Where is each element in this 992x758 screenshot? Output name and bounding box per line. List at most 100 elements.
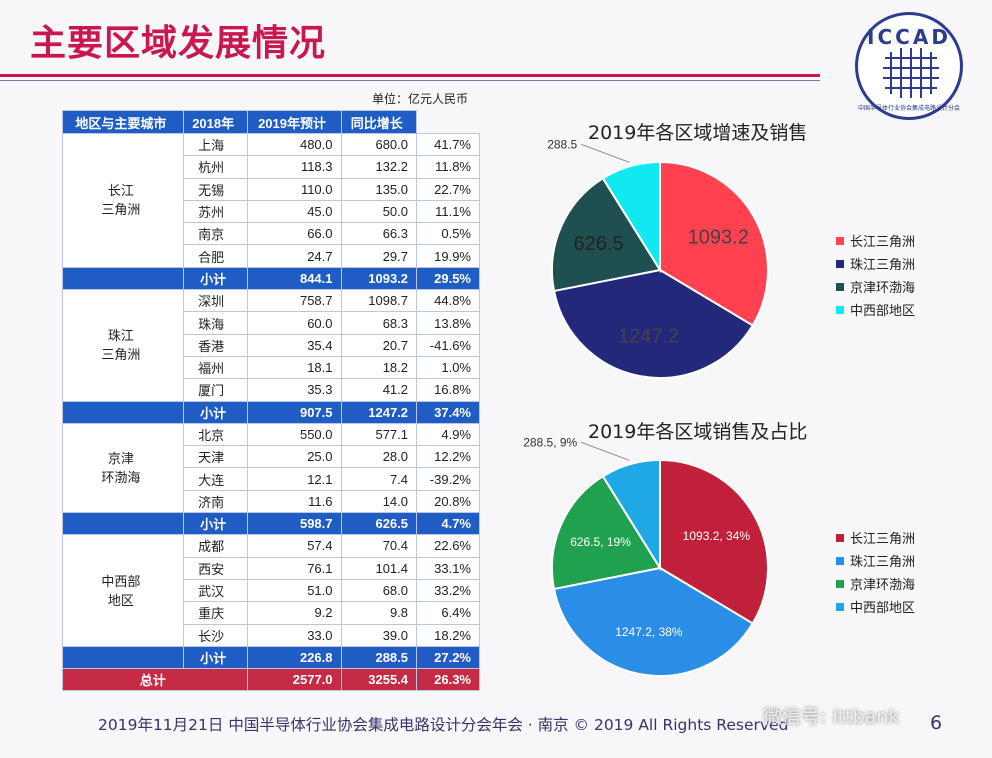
- subtotal-row: 小计 598.7 626.5 4.7%: [62, 512, 480, 536]
- legend-swatch: [836, 579, 844, 588]
- subtotal-blank-cell: [62, 645, 184, 670]
- value-cell: 11.1%: [416, 199, 480, 224]
- city-cell: 杭州: [182, 155, 248, 179]
- pie-slice-2: [552, 268, 755, 379]
- table-row: 厦门 35.3 41.2 16.8%: [63, 378, 480, 402]
- value-cell: 28.0: [340, 445, 418, 469]
- page-number: 6: [930, 712, 943, 734]
- table-row: 天津 25.0 28.0 12.2%: [63, 445, 480, 469]
- city-cell: 济南: [182, 489, 248, 514]
- subtotal-label: 小计: [182, 266, 248, 291]
- pie-data-label: 288.5: [547, 137, 577, 151]
- value-cell: 29.7: [340, 244, 418, 268]
- legend-swatch: [836, 602, 844, 611]
- city-cell: 成都: [182, 534, 248, 558]
- city-cell: 西安: [182, 556, 248, 580]
- footer-text: 2019年11月21日 中国半导体行业协会集成电路设计分会年会 · 南京 © 2…: [98, 716, 789, 734]
- city-cell: 深圳: [182, 289, 248, 313]
- value-cell: 70.4: [340, 534, 418, 558]
- legend-swatch: [836, 259, 844, 268]
- subtotal-blank-cell: [62, 512, 184, 536]
- pie-data-label: 1093.2: [688, 227, 749, 249]
- value-cell: 758.7: [246, 289, 342, 313]
- page-title: 主要区域发展情况: [30, 23, 327, 64]
- pie-data-label: 1247.2: [618, 326, 679, 348]
- value-cell: 7.4: [340, 467, 418, 491]
- value-cell: 22.6%: [416, 534, 480, 558]
- value-cell: 35.3: [246, 378, 342, 402]
- subtotal-blank-cell: [62, 266, 184, 291]
- logo-subtext: 中国半导体行业协会集成电路设计分会: [858, 105, 961, 112]
- value-cell: 132.2: [340, 155, 418, 179]
- value-cell: 50.0: [340, 199, 418, 224]
- subtotal-blank-cell: [62, 400, 184, 424]
- value-cell: 66.0: [246, 222, 342, 246]
- logo-text: ICCAD: [867, 25, 951, 49]
- region-name-cell: 珠江 三角洲: [62, 289, 184, 402]
- table-row: 珠海 60.0 68.3 13.8%: [63, 311, 480, 335]
- city-cell: 合肥: [182, 244, 248, 268]
- value-cell: 51.0: [246, 578, 342, 603]
- table-header-row: 地区与主要城市 2018年 2019年预计 同比增长: [62, 110, 480, 134]
- chart1-title: 2019年各区域增速及销售: [588, 122, 808, 144]
- table-row: 杭州 118.3 132.2 11.8%: [63, 155, 480, 179]
- value-cell: 1.0%: [416, 355, 480, 380]
- value-cell: 13.8%: [416, 311, 480, 335]
- table-row: 大连 12.1 7.4 -39.2%: [63, 467, 480, 491]
- subtotal-row: 小计 844.1 1093.2 29.5%: [62, 266, 480, 291]
- region-name-cell: 中西部 地区: [62, 534, 184, 647]
- subtotal-value: 288.5: [340, 645, 418, 670]
- pie-slice-1: [659, 458, 769, 625]
- logo-grid-icon: [883, 48, 939, 98]
- value-cell: 18.2%: [416, 623, 480, 647]
- value-cell: 12.1: [246, 467, 342, 491]
- city-cell: 长沙: [182, 623, 248, 647]
- value-cell: 44.8%: [416, 289, 480, 313]
- region-name-cell: 长江 三角洲: [62, 133, 184, 268]
- subtotal-label: 小计: [182, 645, 248, 670]
- value-cell: 110.0: [246, 177, 342, 201]
- value-cell: 76.1: [246, 556, 342, 580]
- leader-line: [581, 441, 630, 461]
- total-row: 总计 2577.0 3255.4 26.3%: [62, 668, 480, 692]
- city-cell: 武汉: [182, 578, 248, 603]
- city-cell: 无锡: [182, 177, 248, 201]
- subtotal-value: 626.5: [340, 512, 418, 536]
- legend-label: 长江三角洲: [850, 532, 916, 547]
- subtotal-value: 907.5: [246, 400, 342, 424]
- chart2-title: 2019年各区域销售及占比: [588, 421, 808, 443]
- region-name-cell: 京津 环渤海: [62, 422, 184, 514]
- table-row: 武汉 51.0 68.0 33.2%: [63, 578, 480, 603]
- legend-item: 长江三角洲: [836, 229, 915, 252]
- total-label: 总计: [62, 668, 248, 692]
- city-cell: 上海: [182, 132, 248, 157]
- table-row: 长沙 33.0 39.0 18.2%: [63, 623, 480, 647]
- value-cell: 68.0: [340, 578, 418, 603]
- subtotal-value: 37.4%: [416, 400, 480, 424]
- value-cell: 118.3: [246, 155, 342, 179]
- city-cell: 珠海: [182, 311, 248, 335]
- pie-slice-4: [601, 160, 661, 274]
- subtotal-label: 小计: [182, 400, 248, 424]
- table-row: 长江 三角洲 上海 480.0 680.0 41.7%: [62, 132, 480, 268]
- legend-item: 中西部地区: [836, 298, 915, 321]
- subtotal-value: 29.5%: [416, 266, 480, 291]
- total-value: 26.3%: [416, 668, 480, 692]
- pie-slice-4: [601, 458, 661, 572]
- value-cell: 18.1: [246, 355, 342, 380]
- legend-swatch: [836, 556, 844, 565]
- city-cell: 大连: [182, 467, 248, 491]
- table-row: 中西部 地区 成都 57.4 70.4 22.6%: [62, 534, 480, 647]
- value-cell: 41.2: [340, 378, 418, 402]
- legend-label: 京津环渤海: [850, 578, 916, 593]
- header-2018: 2018年: [182, 110, 248, 134]
- table-row: 西安 76.1 101.4 33.1%: [63, 556, 480, 580]
- pie-data-label: 288.5, 9%: [523, 435, 577, 449]
- value-cell: 4.9%: [416, 422, 480, 447]
- value-cell: 0.5%: [416, 222, 480, 246]
- city-cell: 香港: [182, 333, 248, 357]
- header-2019: 2019年预计: [246, 110, 342, 134]
- value-cell: 577.1: [340, 422, 418, 447]
- table-row: 珠江 三角洲 深圳 758.7 1098.7 44.8%: [62, 289, 480, 402]
- unit-label: 单位：亿元人民币: [372, 92, 469, 106]
